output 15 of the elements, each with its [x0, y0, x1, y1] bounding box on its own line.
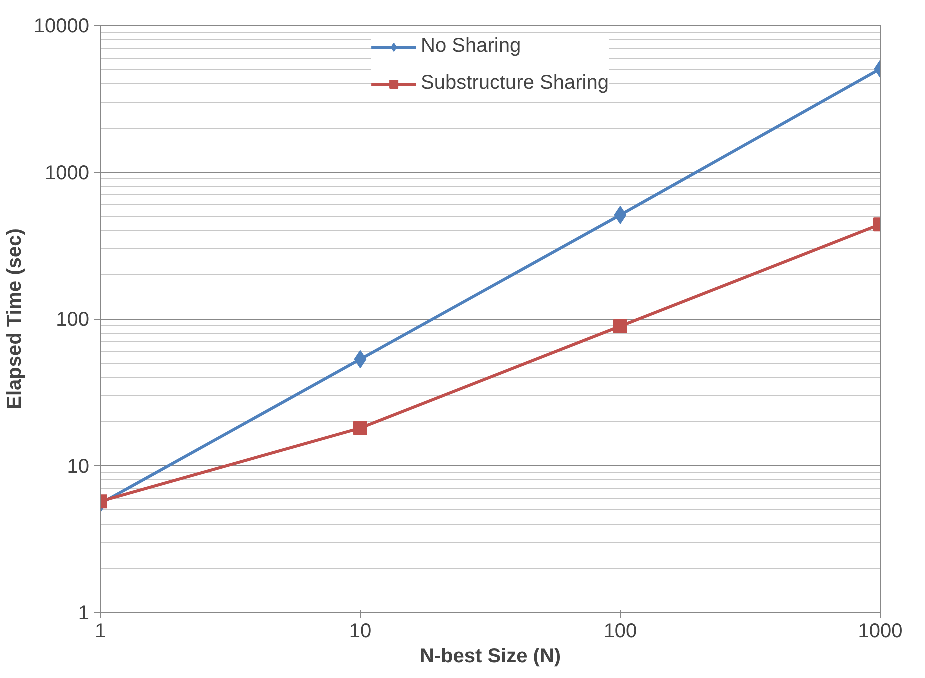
- legend-label: Substructure Sharing: [421, 72, 609, 95]
- point: [614, 206, 627, 224]
- y-tick-label: 100: [56, 309, 90, 331]
- legend-label: No Sharing: [421, 35, 522, 58]
- x-tick-label: 100: [604, 620, 638, 642]
- x-tick-label: 10: [349, 620, 372, 642]
- y-tick-label: 1: [78, 602, 90, 624]
- point: [354, 350, 367, 368]
- x-tick-label: 1000: [858, 620, 903, 642]
- y-tick-label: 1000: [45, 162, 90, 184]
- y-axis-title: Elapsed Time (sec): [4, 228, 26, 410]
- x-tick-label: 1: [94, 620, 106, 642]
- x-axis-title: N-best Size (N): [420, 646, 562, 668]
- y-tick-label: 10: [67, 456, 90, 478]
- y-tick-label: 10000: [34, 16, 90, 38]
